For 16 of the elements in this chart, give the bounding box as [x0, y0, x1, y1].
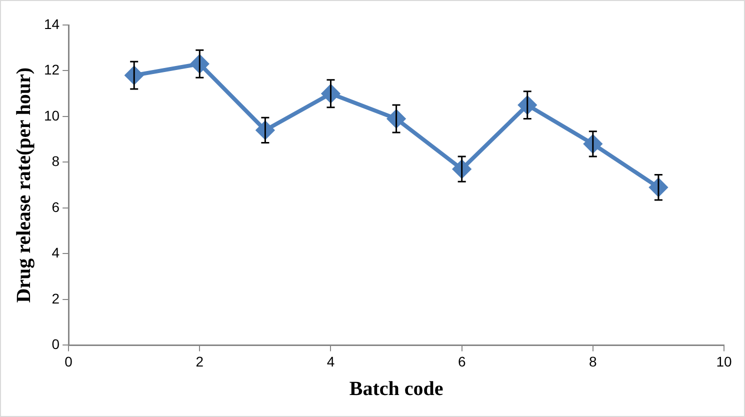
y-tick-label: 8 — [52, 153, 60, 170]
x-tick-label: 8 — [589, 353, 598, 370]
y-tick-label: 10 — [44, 107, 60, 124]
x-tick-label: 2 — [196, 353, 204, 370]
y-tick-label: 4 — [52, 244, 60, 261]
x-tick-label: 10 — [716, 353, 732, 370]
y-tick-label: 6 — [52, 198, 60, 215]
y-axis-title: Drug release rate(per hour) — [13, 67, 36, 303]
y-tick-label: 14 — [44, 16, 60, 32]
x-axis-title: Batch code — [349, 378, 444, 400]
x-tick-label: 0 — [64, 353, 73, 370]
y-tick-label: 0 — [52, 336, 60, 352]
y-tick-label: 12 — [44, 62, 60, 78]
y-tick-label: 2 — [52, 290, 60, 306]
x-tick-label: 6 — [458, 353, 466, 370]
x-tick-label: 4 — [326, 353, 335, 370]
